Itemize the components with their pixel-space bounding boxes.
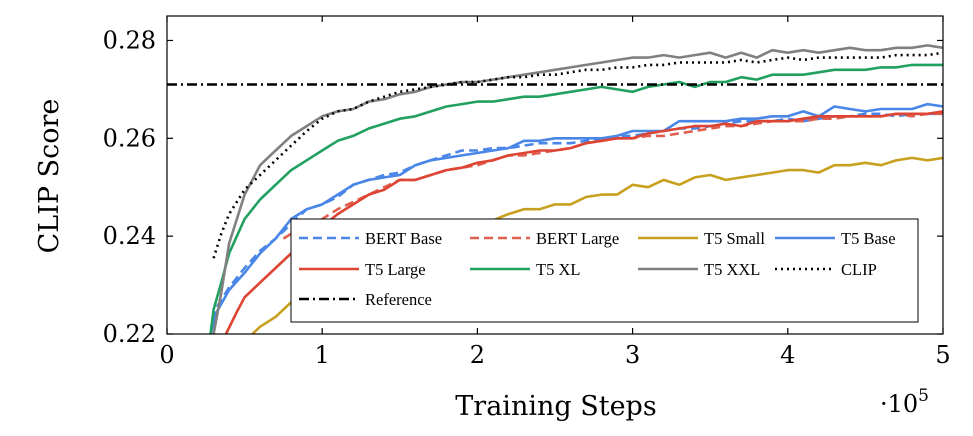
x-multiplier-exponent: 5 <box>918 386 929 406</box>
x-tick-label: 0 <box>159 341 174 369</box>
series-t5-small-line <box>251 156 943 334</box>
legend-label-t5-base: T5 Base <box>841 229 896 248</box>
series-bert-large-line <box>282 112 943 240</box>
x-tick-label: 3 <box>625 341 640 369</box>
legend-box <box>290 218 919 323</box>
series-layer <box>209 44 943 334</box>
legend-label-t5-xxl: T5 XXL <box>704 260 760 279</box>
series-bert-base-line <box>209 112 943 334</box>
y-axis-title: CLIP Score <box>34 99 65 254</box>
plot-frame <box>166 15 944 335</box>
labels-layer: 0 1 2 3 4 5 0.22 0.24 0.26 0.28 <box>103 26 951 369</box>
series-t5-xl-line <box>209 63 943 334</box>
y-tick-label: 0.22 <box>103 320 156 348</box>
legend-label-t5-xl: T5 XL <box>536 260 580 279</box>
legend: BERT Base BERT Large T5 Small T5 Base T5 Lar… <box>290 218 919 323</box>
series-t5-xxl-line <box>212 44 943 334</box>
series-t5-large-line <box>224 110 943 334</box>
legend-label-reference: Reference <box>365 290 432 309</box>
x-axis-multiplier: ·105 <box>880 386 929 418</box>
y-tick-label: 0.24 <box>103 222 156 250</box>
legend-label-t5-small: T5 Small <box>704 229 765 248</box>
x-tick-label: 5 <box>935 341 950 369</box>
x-multiplier-base: ·10 <box>880 390 918 418</box>
x-tick-label: 2 <box>470 341 485 369</box>
legend-label-t5-large: T5 Large <box>365 260 426 279</box>
y-tick-label: 0.28 <box>103 26 156 54</box>
x-tick-label: 4 <box>780 341 795 369</box>
x-tick-label: 1 <box>315 341 330 369</box>
ticks-layer <box>166 16 944 335</box>
legend-label-bert-base: BERT Base <box>365 229 442 248</box>
x-axis-title: Training Steps <box>455 391 656 422</box>
legend-label-clip: CLIP <box>841 260 877 279</box>
y-tick-label: 0.26 <box>103 124 156 152</box>
legend-label-bert-large: BERT Large <box>536 229 619 248</box>
series-clip-line <box>212 51 943 259</box>
